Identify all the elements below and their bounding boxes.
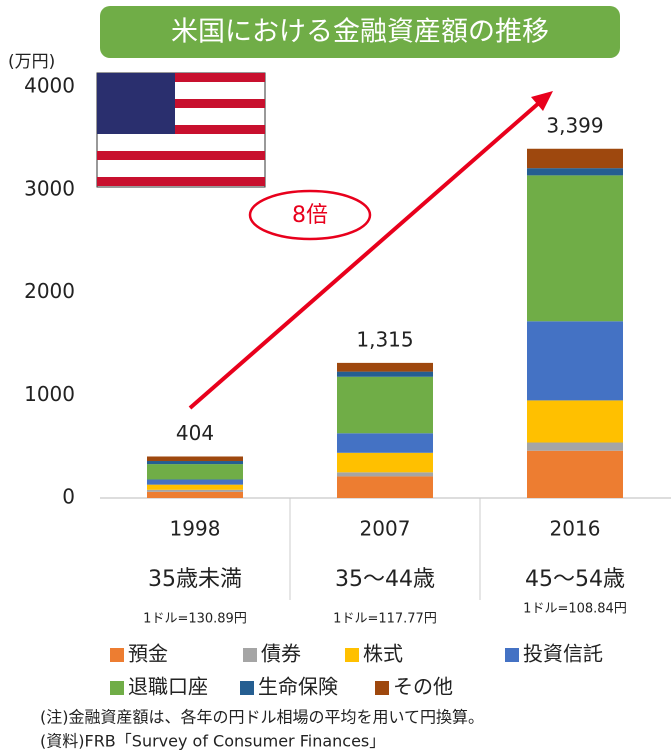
age-group: 35～44歳 — [335, 567, 435, 592]
title-box — [100, 6, 620, 58]
legend-label: 投資信託 — [523, 642, 603, 666]
bar-segment — [147, 456, 243, 462]
y-tick-label: 2000 — [24, 279, 75, 303]
bar-segment — [337, 452, 433, 473]
annotation-bubble — [248, 189, 372, 241]
exchange-rate: 1ドル=130.89円 — [143, 612, 247, 627]
legend-label: 退職口座 — [128, 675, 208, 699]
bar-segment — [527, 442, 623, 451]
bar-segment — [337, 476, 433, 498]
age-group: 45～54歳 — [525, 567, 625, 592]
exchange-rate: 1ドル=117.77円 — [333, 612, 437, 627]
annotation: 8倍 — [292, 203, 328, 228]
y-tick-label: 4000 — [24, 74, 75, 98]
x-tick-label: 1998 — [170, 517, 221, 541]
bar-segment — [527, 175, 623, 322]
bar-segment — [527, 168, 623, 176]
bar-segment — [147, 484, 243, 490]
bar-segment — [527, 400, 623, 443]
y-unit: (万円) — [8, 52, 55, 72]
total-label: 1,315 — [356, 327, 413, 351]
y-tick-label: 0 — [62, 485, 75, 509]
growth-arrow — [188, 100, 542, 410]
bar-segment — [337, 376, 433, 434]
bar-segment — [147, 479, 243, 485]
x-tick-label: 2007 — [360, 517, 411, 541]
bar-segment — [527, 450, 623, 498]
legend-label: 債券 — [261, 642, 301, 666]
total-label: 3,399 — [546, 113, 603, 137]
note: (注)金融資産額は、各年の円ドル相場の平均を用いて円換算。 — [40, 708, 484, 727]
y-tick-label: 3000 — [24, 176, 75, 200]
bar-segment — [337, 472, 433, 477]
legend-swatch — [375, 681, 389, 695]
exchange-rate: 1ドル=108.84円 — [523, 602, 627, 617]
legend-label: 株式 — [363, 642, 403, 666]
bar-segment — [337, 371, 433, 377]
total-label: 404 — [176, 421, 214, 445]
bar-segment — [147, 489, 243, 492]
legend-swatch — [110, 681, 124, 695]
x-tick-label: 2016 — [550, 517, 601, 541]
legend-label: 預金 — [128, 642, 168, 666]
legend-swatch — [110, 648, 124, 662]
bar-segment — [527, 321, 623, 401]
age-group: 35歳未満 — [148, 567, 242, 592]
legend-label: 生命保険 — [258, 675, 338, 699]
arrow-head — [531, 91, 553, 111]
legend-swatch — [505, 648, 519, 662]
legend-label: その他 — [393, 675, 453, 699]
bar-segment — [337, 362, 433, 372]
bar-segment — [337, 433, 433, 453]
bar-segment — [147, 491, 243, 498]
legend-swatch — [240, 681, 254, 695]
note: (資料)FRB「Survey of Consumer Finances」 — [40, 732, 385, 751]
y-tick-label: 1000 — [24, 382, 75, 406]
bar-segment — [527, 148, 623, 169]
bar-segment — [147, 464, 243, 480]
legend-swatch — [243, 648, 257, 662]
us-flag — [96, 72, 266, 188]
chart-title: 米国における金融資産額の推移 — [171, 17, 549, 48]
legend-swatch — [345, 648, 359, 662]
bar-segment — [147, 461, 243, 465]
